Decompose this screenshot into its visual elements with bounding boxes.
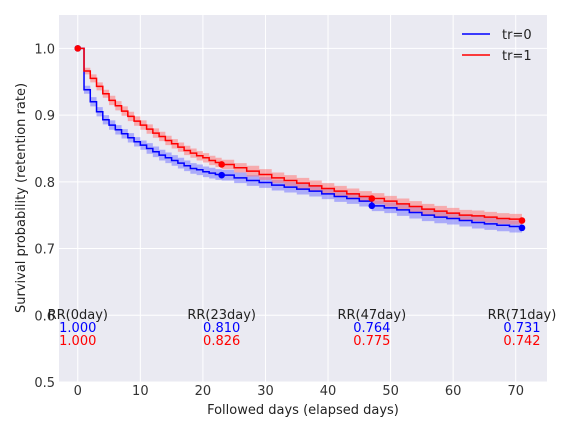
marker-tr=0 <box>368 202 376 210</box>
y-tick-label: 0.8 <box>34 176 55 191</box>
y-axis-title: Survival probability (retention rate) <box>14 83 29 313</box>
legend-label-tr0: tr=0 <box>502 28 532 43</box>
x-tick-label: 10 <box>132 384 149 399</box>
plot-background <box>59 15 547 382</box>
x-tick-label: 30 <box>257 384 274 399</box>
legend-label-tr1: tr=1 <box>502 49 532 64</box>
annotation-label: RR(71day) <box>488 308 557 323</box>
survival-line-tr=0 <box>77 47 523 228</box>
marker-tr=1 <box>74 45 82 52</box>
annotation-value-tr1: 0.742 <box>503 334 540 349</box>
annotation-value-tr0: 0.731 <box>503 321 540 336</box>
retention-annotations: RR(0day)1.0001.000RR(23day)0.8100.826RR(… <box>48 308 557 349</box>
marker-tr=1 <box>518 217 526 224</box>
annotation-value-tr0: 1.000 <box>59 321 96 336</box>
y-tick-label: 0.9 <box>34 109 55 124</box>
x-tick-label: 50 <box>382 384 399 399</box>
annotation-label: RR(47day) <box>337 308 406 323</box>
survival-lines <box>77 47 523 228</box>
legend: tr=0 tr=1 <box>462 28 532 64</box>
annotation-label: RR(0day) <box>48 308 108 323</box>
x-tick-label: 20 <box>195 384 212 399</box>
marker-tr=0 <box>218 171 225 179</box>
annotation-value-tr1: 0.826 <box>203 334 240 349</box>
x-tick-labels: 0 10 20 30 40 50 60 70 <box>74 384 524 399</box>
annotation-label: RR(23day) <box>187 308 256 323</box>
y-tick-label: 0.5 <box>34 376 55 391</box>
confidence-band-tr=1 <box>77 48 522 226</box>
annotation-value-tr0: 0.764 <box>353 321 390 336</box>
confidence-bands <box>77 48 522 234</box>
marker-tr=1 <box>218 161 225 168</box>
retention-markers <box>74 45 526 232</box>
x-tick-label: 70 <box>507 384 524 399</box>
x-tick-label: 40 <box>320 384 337 399</box>
marker-tr=0 <box>518 224 526 232</box>
marker-tr=1 <box>368 195 376 202</box>
y-tick-label: 1.0 <box>34 42 55 57</box>
y-tick-label: 0.7 <box>34 243 55 258</box>
x-tick-label: 0 <box>74 384 82 399</box>
survival-line-tr=1 <box>77 47 523 221</box>
y-tick-label: 0.6 <box>34 309 55 324</box>
x-axis-title: Followed days (elapsed days) <box>207 403 399 418</box>
x-tick-label: 60 <box>445 384 462 399</box>
annotation-value-tr1: 0.775 <box>353 334 390 349</box>
annotation-value-tr0: 0.810 <box>203 321 240 336</box>
y-tick-labels: 0.5 0.6 0.7 0.8 0.9 1.0 <box>34 42 55 391</box>
annotation-value-tr1: 1.000 <box>59 334 96 349</box>
